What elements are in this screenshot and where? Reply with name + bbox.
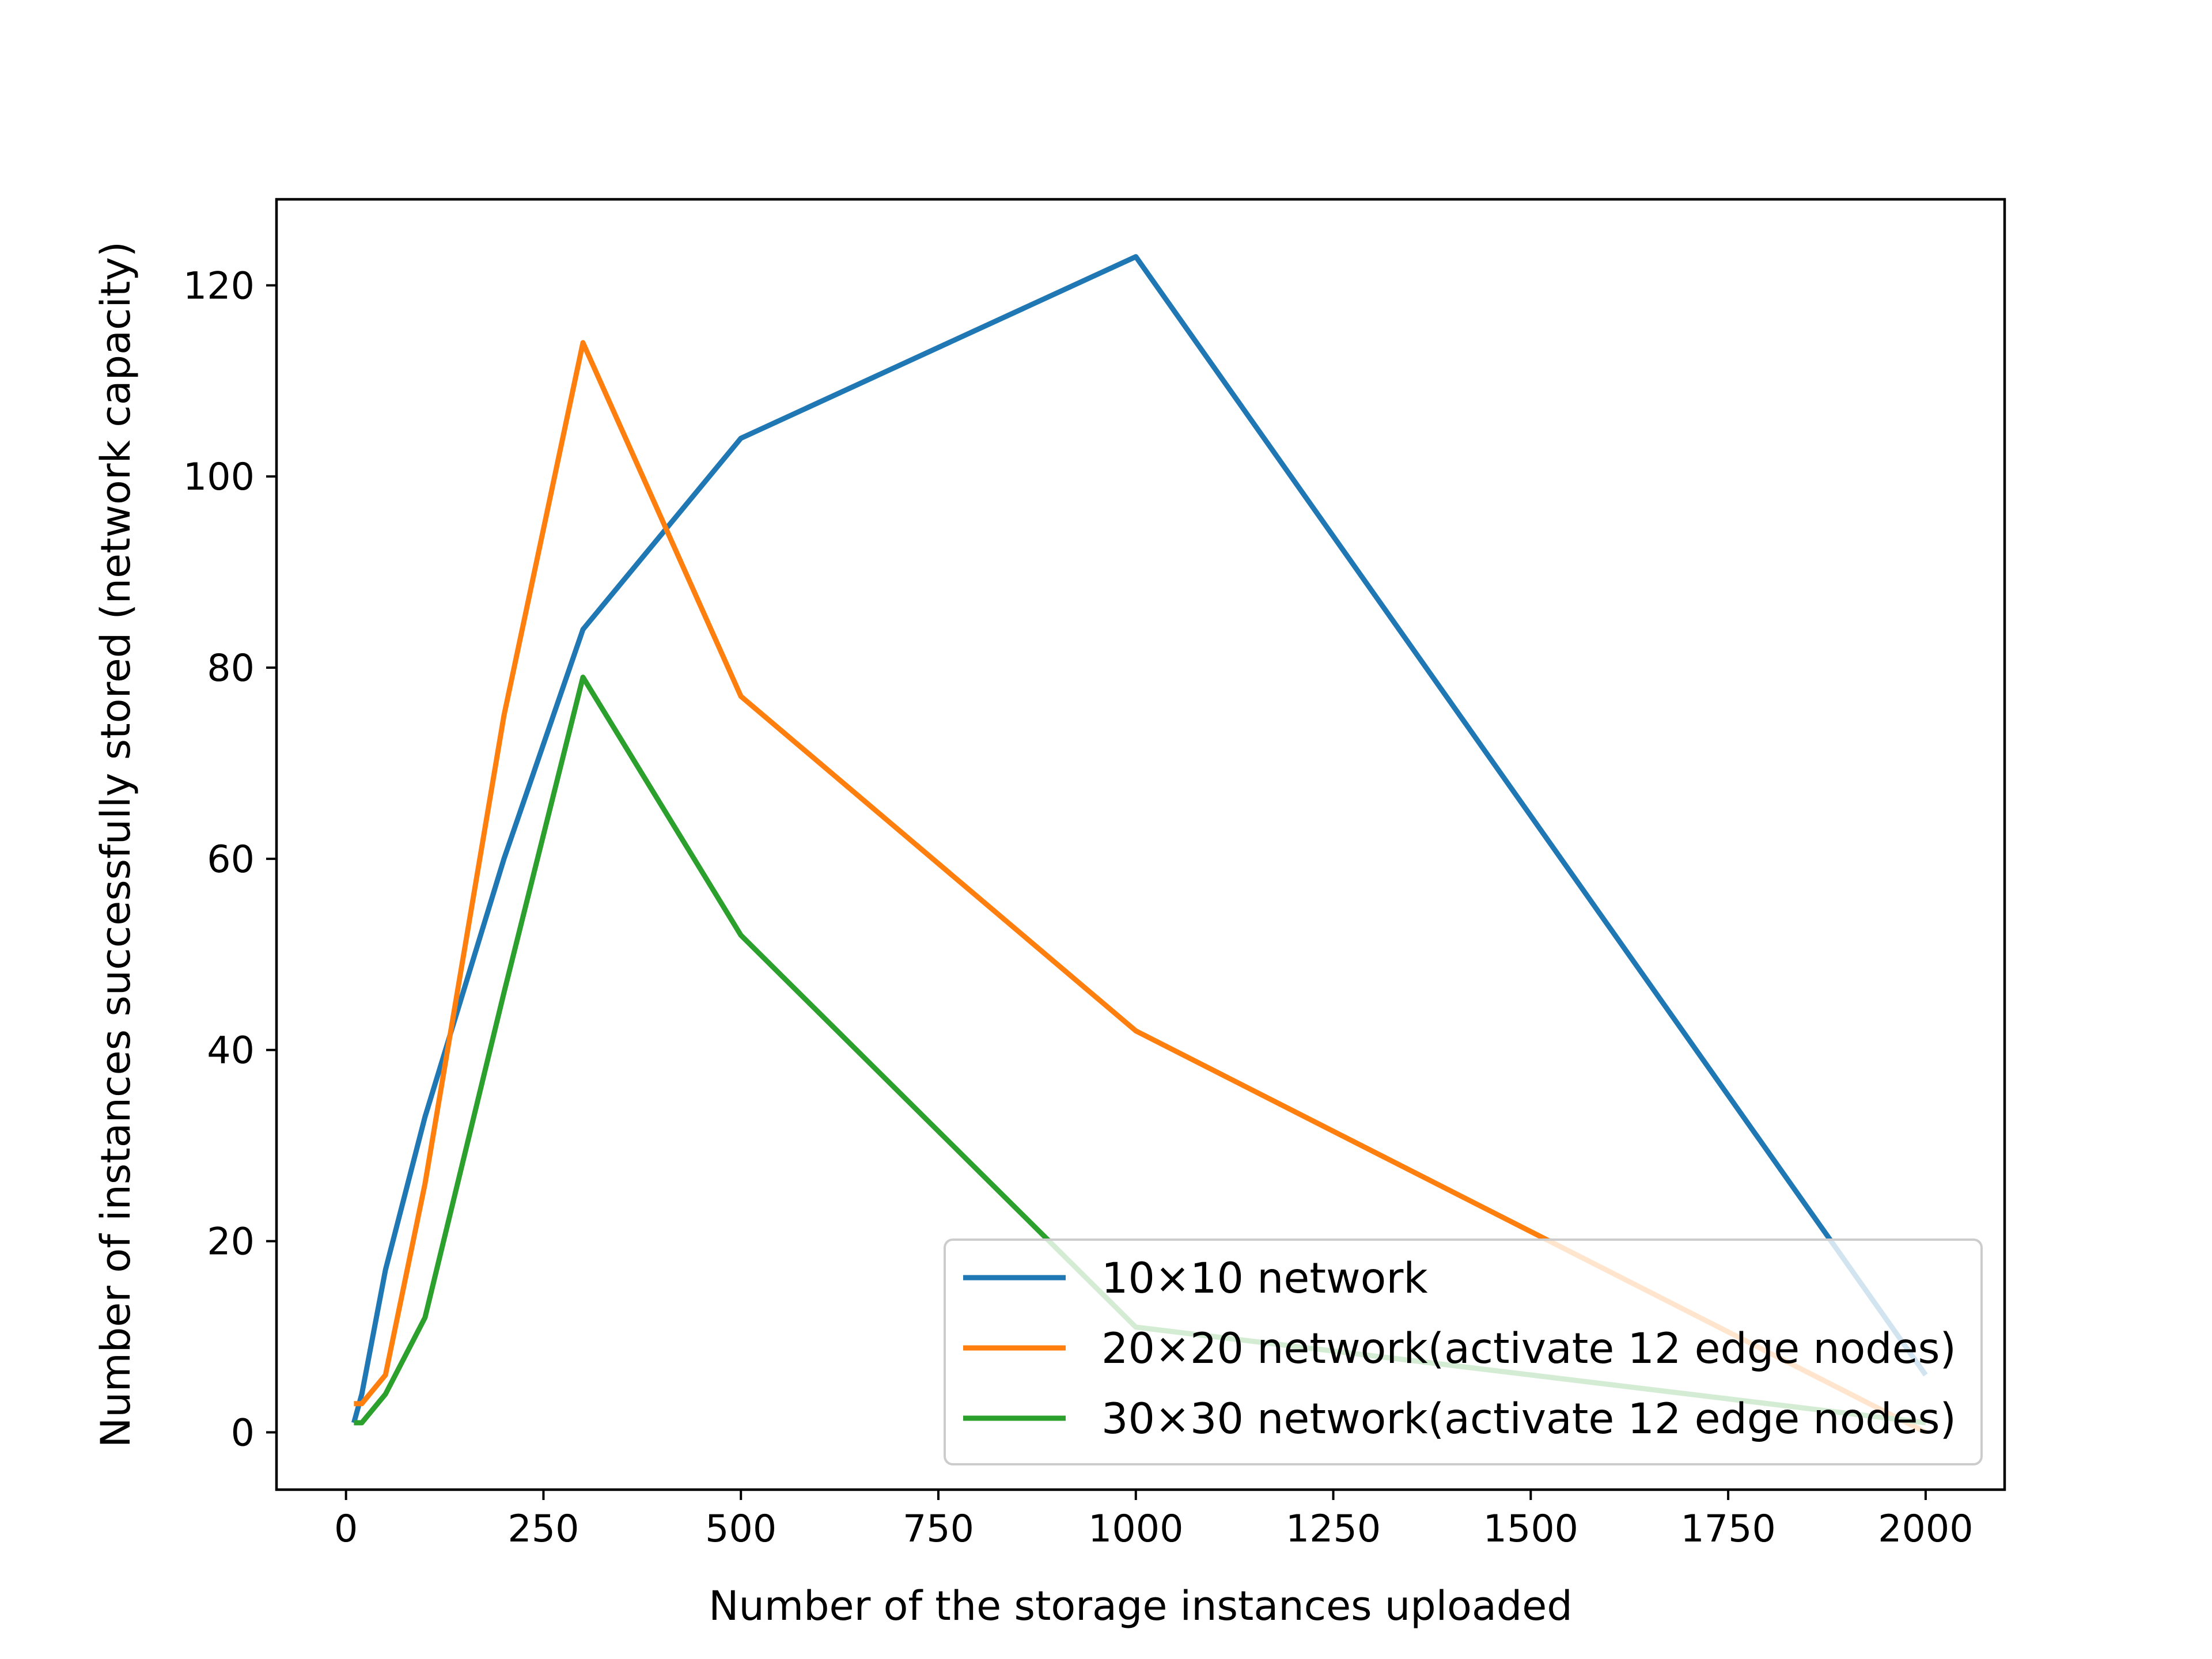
x-tick-label-1250: 1250 [1286,1508,1381,1551]
y-axis: 0 20 40 60 80 100 120 [183,264,276,1455]
y-tick-label-20: 20 [207,1221,255,1264]
y-tick-label-120: 120 [183,264,255,308]
x-axis: 0 250 500 750 1000 1250 1500 1750 2000 [334,1490,1974,1551]
series-layer [351,254,1928,1435]
x-tick-label-0: 0 [334,1508,358,1551]
x-tick-label-1000: 1000 [1088,1508,1183,1551]
x-tick-label-250: 250 [507,1508,579,1551]
series-line-2 [354,340,1927,1435]
legend-label-1: 10×10 network [1101,1254,1428,1303]
legend-label-2: 20×20 network(activate 12 edge nodes) [1101,1324,1956,1373]
x-tick-label-2000: 2000 [1878,1508,1973,1551]
y-tick-label-80: 80 [207,647,255,690]
x-axis-label: Number of the storage instances uploaded [709,1582,1573,1630]
y-axis-label: Number of instances successfully stored … [92,241,139,1448]
y-tick-label-0: 0 [231,1411,255,1455]
y-tick-label-100: 100 [183,456,255,499]
series-line-1 [351,254,1928,1424]
series-line-3 [354,675,1926,1426]
legend-box [944,1238,1983,1465]
y-tick-label-40: 40 [207,1029,255,1073]
plot-frame [275,198,2006,1491]
y-tick-label-60: 60 [207,838,255,881]
legend: 10×10 network 20×20 network(activate 12 e… [944,1238,1983,1465]
x-tick-label-500: 500 [705,1508,777,1551]
x-tick-label-750: 750 [903,1508,974,1551]
x-tick-label-1750: 1750 [1680,1508,1775,1551]
x-tick-label-1500: 1500 [1483,1508,1578,1551]
legend-label-3: 30×30 network(activate 12 edge nodes) [1101,1395,1956,1444]
